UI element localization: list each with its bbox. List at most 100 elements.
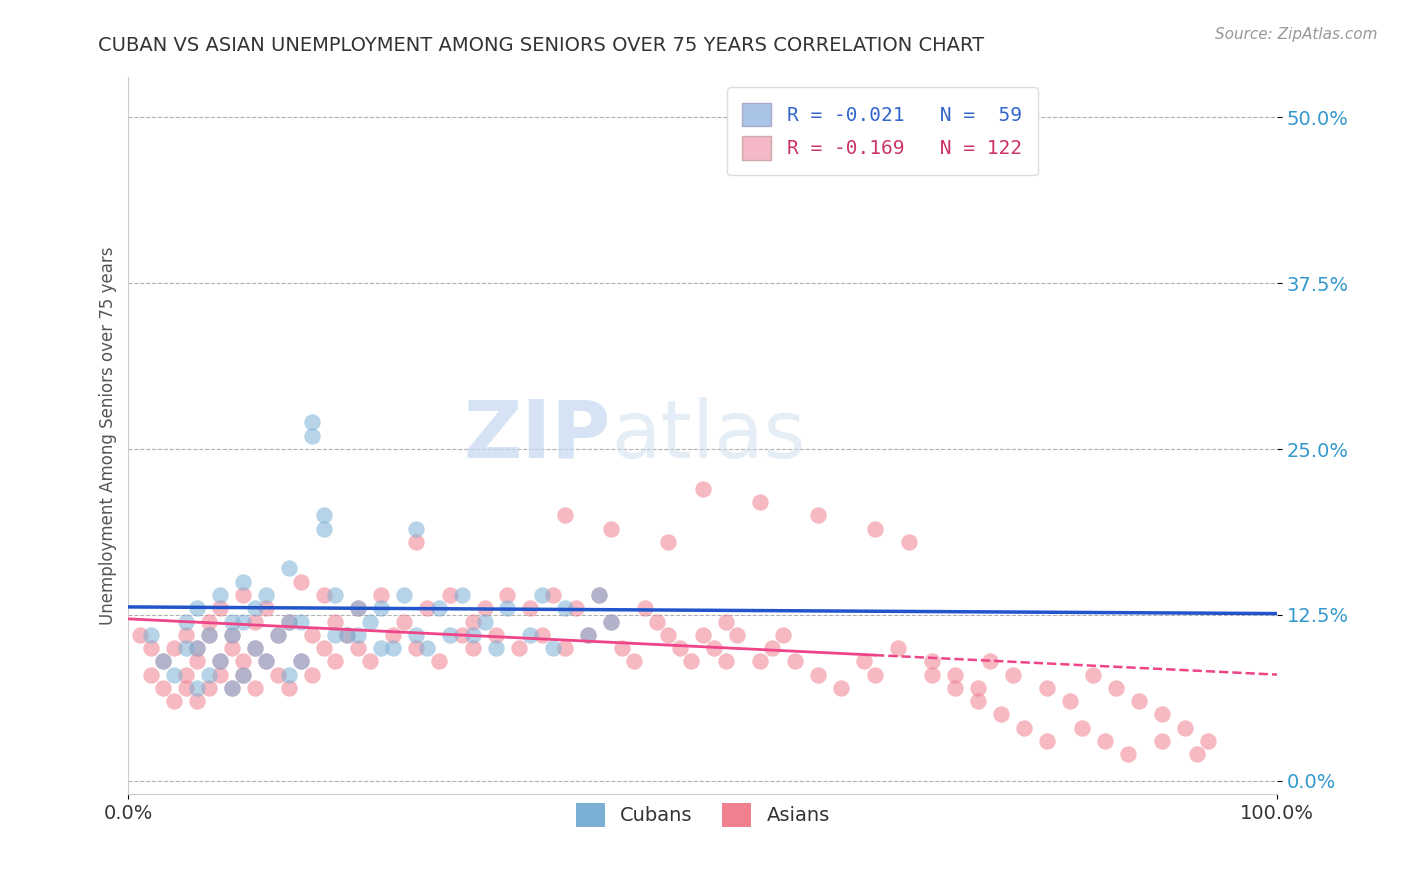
Point (381, 628, 404, 642)
Point (347, 601, 370, 615)
Point (967, 681, 990, 695)
Text: atlas: atlas (610, 397, 806, 475)
Point (565, 601, 588, 615)
Point (863, 522, 886, 536)
Point (474, 615, 496, 629)
Point (152, 654, 174, 668)
Text: Source: ZipAtlas.com: Source: ZipAtlas.com (1215, 27, 1378, 42)
Point (1128, 694, 1150, 708)
Point (152, 681, 174, 695)
Point (657, 535, 679, 549)
Legend: Cubans, Asians: Cubans, Asians (568, 795, 838, 835)
Point (714, 615, 737, 629)
Point (359, 654, 381, 668)
Point (301, 667, 323, 681)
Point (198, 628, 221, 642)
Point (887, 641, 910, 656)
Point (381, 641, 404, 656)
Point (979, 654, 1001, 668)
Point (198, 667, 221, 681)
Point (530, 588, 553, 602)
Point (323, 615, 346, 629)
Point (623, 654, 645, 668)
Point (576, 628, 599, 642)
Point (576, 628, 599, 642)
Point (323, 654, 346, 668)
Point (530, 628, 553, 642)
Point (392, 588, 415, 602)
Point (267, 628, 290, 642)
Point (174, 667, 197, 681)
Point (254, 654, 277, 668)
Point (141, 628, 163, 642)
Point (221, 628, 243, 642)
Point (221, 641, 243, 656)
Point (405, 628, 427, 642)
Point (243, 681, 266, 695)
Point (152, 654, 174, 668)
Point (278, 681, 301, 695)
Point (186, 601, 208, 615)
Point (967, 694, 990, 708)
Point (278, 561, 301, 575)
Point (186, 681, 208, 695)
Point (163, 641, 186, 656)
Point (1083, 667, 1105, 681)
Point (612, 641, 634, 656)
Point (1001, 667, 1024, 681)
Point (336, 628, 359, 642)
Point (1152, 734, 1174, 748)
Point (945, 681, 967, 695)
Point (427, 601, 450, 615)
Point (301, 428, 323, 442)
Point (221, 615, 243, 629)
Point (405, 535, 427, 549)
Point (359, 615, 381, 629)
Point (450, 588, 472, 602)
Point (439, 588, 461, 602)
Point (749, 654, 772, 668)
Point (312, 588, 335, 602)
Point (543, 588, 565, 602)
Point (243, 615, 266, 629)
Point (336, 628, 359, 642)
Point (921, 667, 943, 681)
Point (772, 628, 794, 642)
Point (405, 522, 427, 536)
Point (209, 601, 232, 615)
Point (392, 615, 415, 629)
Point (221, 681, 243, 695)
Point (141, 641, 163, 656)
Point (450, 628, 472, 642)
Point (1094, 734, 1116, 748)
Point (692, 628, 714, 642)
Point (198, 615, 221, 629)
Point (474, 601, 496, 615)
Point (254, 601, 277, 615)
Point (485, 628, 508, 642)
Point (174, 681, 197, 695)
Point (543, 641, 565, 656)
Point (290, 654, 312, 668)
Point (461, 615, 484, 629)
Point (232, 615, 254, 629)
Point (186, 641, 208, 656)
Point (232, 667, 254, 681)
Y-axis label: Unemployment Among Seniors over 75 years: Unemployment Among Seniors over 75 years (100, 246, 117, 625)
Point (209, 654, 232, 668)
Point (416, 601, 439, 615)
Point (830, 681, 852, 695)
Point (186, 694, 208, 708)
Point (554, 508, 576, 523)
Point (1197, 734, 1219, 748)
Point (1105, 681, 1128, 695)
Point (703, 641, 725, 656)
Point (405, 641, 427, 656)
Point (290, 654, 312, 668)
Point (198, 681, 221, 695)
Point (267, 628, 290, 642)
Point (278, 615, 301, 629)
Point (174, 641, 197, 656)
Point (761, 641, 783, 656)
Point (599, 522, 621, 536)
